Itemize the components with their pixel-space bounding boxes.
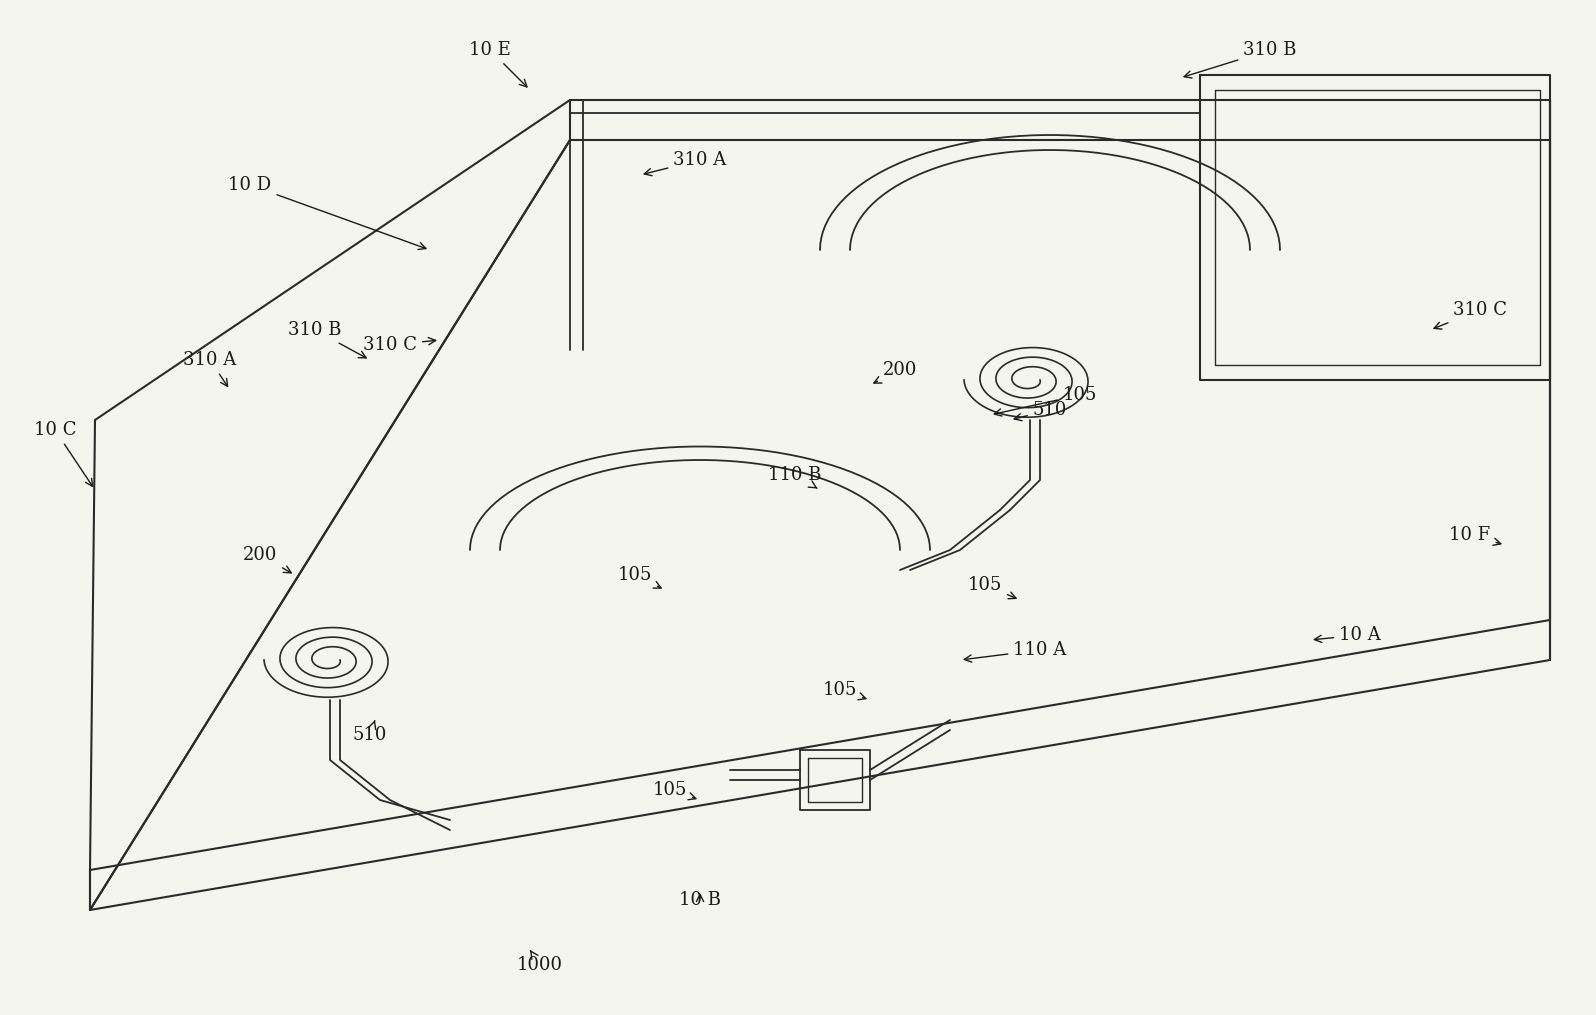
Text: 10 B: 10 B (678, 891, 721, 909)
Text: 310 A: 310 A (645, 151, 726, 176)
Text: 510: 510 (353, 721, 388, 744)
Text: 110 A: 110 A (964, 641, 1066, 662)
Text: 10 F: 10 F (1449, 526, 1500, 545)
Text: 310 B: 310 B (289, 321, 365, 358)
Text: 310 B: 310 B (1184, 41, 1296, 78)
Text: 10 A: 10 A (1315, 626, 1381, 644)
Text: 200: 200 (243, 546, 290, 572)
Text: 105: 105 (967, 576, 1017, 599)
Text: 105: 105 (824, 681, 867, 699)
Text: 310 A: 310 A (184, 351, 236, 387)
Text: 110 B: 110 B (768, 466, 822, 488)
Text: 10 E: 10 E (469, 41, 527, 87)
Text: 10 D: 10 D (228, 176, 426, 250)
Text: 510: 510 (1013, 401, 1068, 420)
Text: 10 C: 10 C (34, 421, 93, 486)
Text: 200: 200 (875, 361, 918, 383)
Text: 310 C: 310 C (1435, 301, 1507, 329)
Text: 105: 105 (994, 386, 1096, 416)
Text: 310 C: 310 C (362, 336, 436, 354)
Text: 1000: 1000 (517, 951, 563, 974)
Text: 105: 105 (618, 566, 661, 588)
Text: 105: 105 (653, 781, 696, 800)
